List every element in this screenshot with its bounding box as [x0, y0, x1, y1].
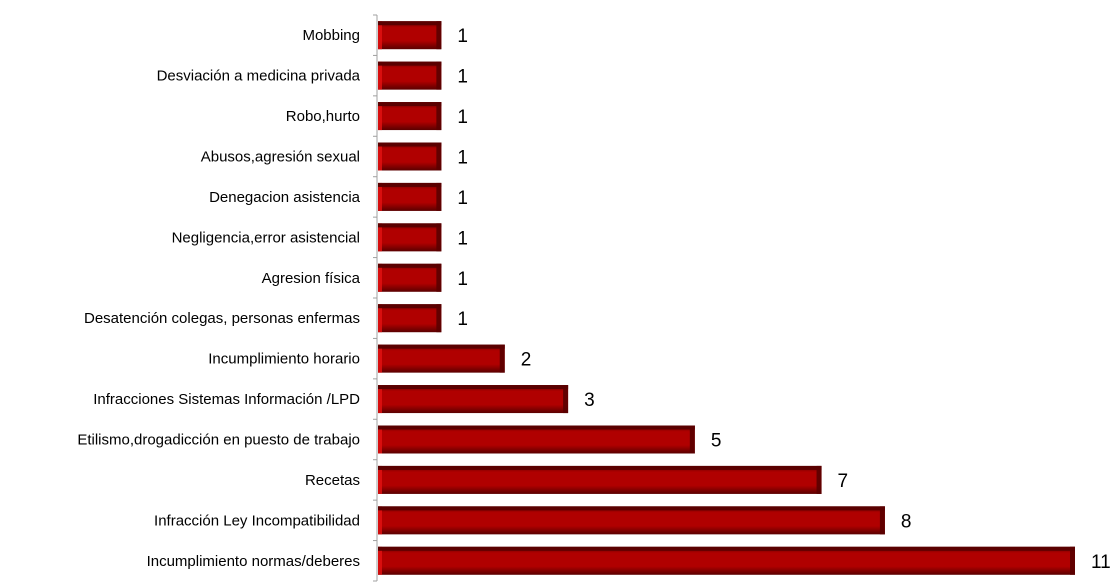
bar-top-bevel: [378, 344, 505, 349]
category-label: Recetas: [305, 472, 360, 489]
bar: [378, 385, 569, 414]
bar-right-bevel: [563, 385, 569, 414]
bar-top-bevel: [378, 102, 442, 107]
bar-left-bevel: [378, 546, 382, 575]
data-label: 1: [457, 148, 468, 169]
category-label: Infracción Ley Incompatibilidad: [154, 512, 360, 529]
data-label: 1: [457, 188, 468, 209]
bar-top-bevel: [378, 263, 442, 268]
bar: [378, 425, 695, 454]
bar-right-bevel: [436, 182, 442, 211]
data-label: 1: [457, 26, 468, 47]
bar: [378, 223, 442, 252]
bar-right-bevel: [816, 465, 822, 494]
bar-right-bevel: [499, 344, 505, 373]
category-label: Incumplimiento horario: [208, 351, 360, 368]
bar-top-bevel: [378, 61, 442, 66]
bar: [378, 465, 822, 494]
bar-left-bevel: [378, 263, 382, 292]
data-label: 8: [901, 511, 912, 532]
bar-top-bevel: [378, 385, 569, 390]
data-label: 11: [1091, 552, 1111, 573]
bar-left-bevel: [378, 142, 382, 171]
data-label: 1: [457, 67, 468, 88]
bar-right-bevel: [689, 425, 695, 454]
category-label: Agresion física: [262, 270, 361, 287]
data-label: 3: [584, 390, 595, 411]
bar-right-bevel: [436, 61, 442, 90]
bar-top-bevel: [378, 304, 442, 309]
data-label: 1: [457, 228, 468, 249]
data-label: 7: [838, 471, 849, 492]
bar-right-bevel: [436, 223, 442, 252]
bar-right-bevel: [436, 21, 442, 50]
bar-left-bevel: [378, 223, 382, 252]
bar: [378, 344, 505, 373]
bar-top-bevel: [378, 142, 442, 147]
category-label: Infracciones Sistemas Información /LPD: [93, 391, 360, 408]
bar-right-bevel: [436, 304, 442, 333]
bar: [378, 546, 1075, 575]
bar-left-bevel: [378, 304, 382, 333]
bar: [378, 263, 442, 292]
bar-left-bevel: [378, 465, 382, 494]
bar: [378, 142, 442, 171]
category-labels: Mobbing Desviación a medicina privada Robo…: [77, 27, 360, 570]
category-label: Desatención colegas, personas enfermas: [84, 310, 360, 327]
category-label: Desviación a medicina privada: [157, 68, 361, 85]
bar-left-bevel: [378, 385, 382, 414]
bar: [378, 506, 885, 535]
bar-left-bevel: [378, 506, 382, 535]
bar-top-bevel: [378, 425, 695, 430]
category-label: Negligencia,error asistencial: [172, 229, 360, 246]
bar-left-bevel: [378, 425, 382, 454]
data-label: 2: [521, 350, 532, 371]
bar-top-bevel: [378, 223, 442, 228]
bar-left-bevel: [378, 102, 382, 131]
bar: [378, 182, 442, 211]
bar-left-bevel: [378, 21, 382, 50]
category-label: Robo,hurto: [286, 108, 360, 125]
category-axis: [373, 14, 378, 582]
bar-right-bevel: [436, 142, 442, 171]
data-label: 1: [457, 309, 468, 330]
bar: [378, 61, 442, 90]
bar: [378, 304, 442, 333]
bar-right-bevel: [879, 506, 885, 535]
bar-left-bevel: [378, 182, 382, 211]
bar-top-bevel: [378, 546, 1075, 551]
category-label: Mobbing: [302, 27, 360, 44]
bar-top-bevel: [378, 21, 442, 26]
category-label: Incumplimiento normas/deberes: [147, 553, 360, 570]
bar: [378, 21, 442, 50]
bar-top-bevel: [378, 465, 822, 470]
bar-top-bevel: [378, 506, 885, 511]
category-label: Etilismo,drogadicción en puesto de traba…: [77, 432, 360, 449]
data-label: 1: [457, 107, 468, 128]
bar-left-bevel: [378, 61, 382, 90]
bar-left-bevel: [378, 344, 382, 373]
bars-group: [378, 21, 1075, 575]
bar-right-bevel: [1070, 546, 1075, 575]
bar-right-bevel: [436, 102, 442, 131]
data-label: 5: [711, 431, 722, 452]
bar-top-bevel: [378, 182, 442, 187]
data-label: 1: [457, 269, 468, 290]
category-label: Denegacion asistencia: [209, 189, 361, 206]
bar-right-bevel: [436, 263, 442, 292]
category-label: Abusos,agresión sexual: [201, 149, 360, 166]
bar: [378, 102, 442, 131]
